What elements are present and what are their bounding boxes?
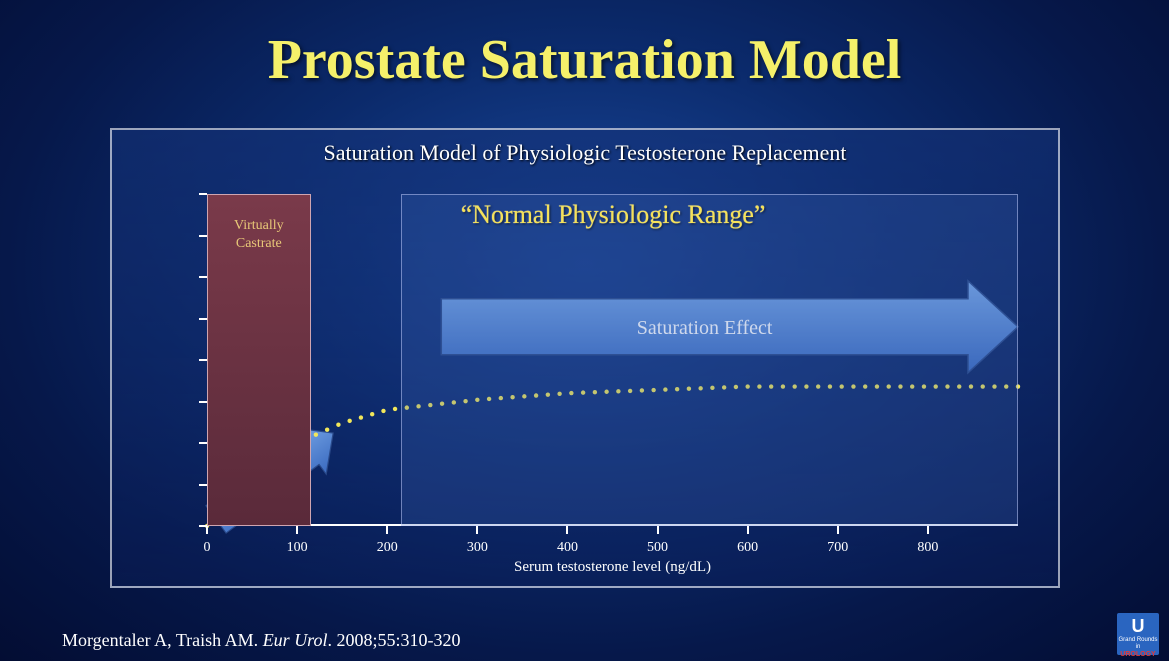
x-tick-label: 500 [647,540,668,556]
y-tick [199,235,207,237]
citation-authors: Morgentaler A, Traish AM. [62,630,258,650]
x-tick-label: 400 [557,540,578,556]
x-tick [206,526,208,534]
y-tick [199,276,207,278]
y-tick [199,484,207,486]
citation-journal: Eur Urol [263,630,328,650]
x-tick-label: 700 [827,540,848,556]
y-tick [199,401,207,403]
logo-badge: U Grand Rounds in UROLOGY [1117,613,1159,655]
logo-line3: UROLOGY [1117,651,1159,658]
y-tick [199,193,207,195]
slide-root: Prostate Saturation Model Saturation Mod… [0,0,1169,661]
x-tick-label: 0 [204,540,211,556]
chart-title: Saturation Model of Physiologic Testoste… [112,140,1058,166]
x-tick [566,526,568,534]
x-tick-label: 800 [917,540,938,556]
logo-line1: Grand Rounds [1117,637,1159,644]
virtually-castrate-label: VirtuallyCastrate [208,217,310,253]
x-tick-label: 100 [287,540,308,556]
x-tick [837,526,839,534]
chart-container: Saturation Model of Physiologic Testoste… [110,128,1060,588]
logo-letter: U [1117,613,1159,637]
slide-title: Prostate Saturation Model [0,28,1169,92]
x-tick [386,526,388,534]
x-tick [747,526,749,534]
x-tick [296,526,298,534]
citation: Morgentaler A, Traish AM. Eur Urol. 2008… [62,630,461,651]
y-tick [199,442,207,444]
virtually-castrate-region: VirtuallyCastrate [207,194,311,526]
y-tick [199,359,207,361]
y-tick [199,318,207,320]
citation-rest: . 2008;55:310-320 [328,630,461,650]
normal-range-label: “Normal Physiologic Range” [461,200,766,230]
logo-line2: in [1117,644,1159,651]
x-axis-label: Serum testosterone level (ng/dL) [207,559,1018,576]
x-tick-label: 600 [737,540,758,556]
x-tick-label: 200 [377,540,398,556]
x-tick-label: 300 [467,540,488,556]
x-tick [927,526,929,534]
plot-area: Prostate Growth (PSA) Serum testosterone… [207,194,1018,526]
x-tick [657,526,659,534]
x-tick [476,526,478,534]
normal-range-region [401,194,1018,526]
